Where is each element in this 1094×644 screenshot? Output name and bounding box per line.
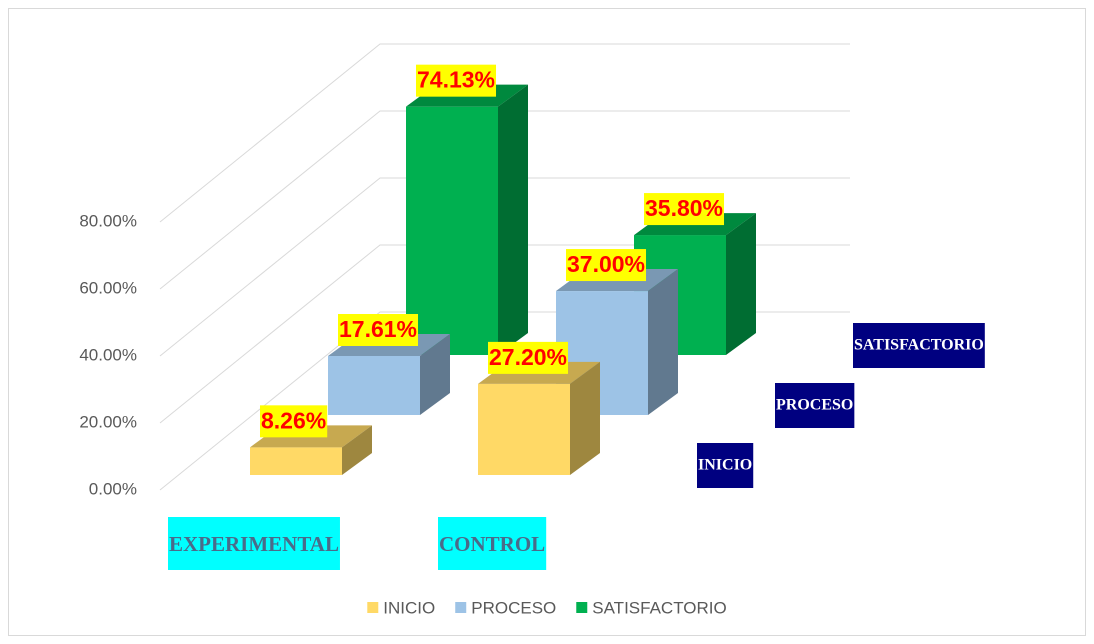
y-tick-label: 60.00% — [79, 278, 137, 297]
bar — [328, 356, 420, 415]
value-label: 74.13% — [417, 67, 495, 93]
bar-side — [420, 334, 450, 415]
bar — [478, 383, 570, 475]
grid-line — [159, 43, 850, 223]
bar-side — [648, 269, 678, 415]
y-tick-label: 20.00% — [79, 412, 137, 431]
series-axis-label: SATISFACTORIO — [854, 337, 984, 354]
series-axis-label-bg — [853, 323, 985, 368]
category-label-bg — [168, 517, 340, 570]
y-tick-label: 80.00% — [79, 211, 137, 230]
value-label-bg — [338, 314, 419, 347]
value-label: 27.20% — [489, 344, 567, 370]
series-axis-label: PROCESO — [776, 397, 853, 414]
bar-side — [570, 361, 600, 475]
value-label-bg — [566, 249, 647, 282]
legend-label: SATISFACTORIO — [592, 598, 726, 617]
legend-swatch — [367, 602, 379, 613]
legend-label: INICIO — [383, 598, 435, 617]
grid-line — [159, 110, 850, 290]
y-tick-label: 40.00% — [79, 345, 137, 364]
x-tick-label: CONTROL — [439, 532, 545, 556]
x-tick-label: EXPERIMENTAL — [169, 532, 339, 556]
bar — [406, 106, 498, 356]
value-label-bg — [488, 341, 569, 374]
bar-side — [342, 425, 372, 475]
value-label-bg — [644, 193, 725, 226]
bar — [250, 447, 342, 475]
legend-swatch — [576, 602, 588, 613]
grid-line — [159, 177, 850, 357]
value-label-bg — [260, 405, 328, 438]
value-label: 17.61% — [339, 316, 417, 342]
legend-label: PROCESO — [471, 598, 556, 617]
value-label: 8.26% — [261, 407, 326, 433]
legend-swatch — [455, 602, 467, 613]
bar-side — [498, 84, 528, 356]
series-axis-label: INICIO — [698, 457, 752, 474]
value-label: 37.00% — [567, 251, 645, 277]
series-axis-label-bg — [697, 443, 754, 488]
y-tick-label: 0.00% — [89, 479, 137, 498]
bar-side — [726, 213, 756, 355]
series-axis-label-bg — [775, 383, 855, 428]
category-label-bg — [438, 517, 547, 570]
value-label-bg — [416, 64, 497, 97]
value-label: 35.80% — [645, 195, 723, 221]
